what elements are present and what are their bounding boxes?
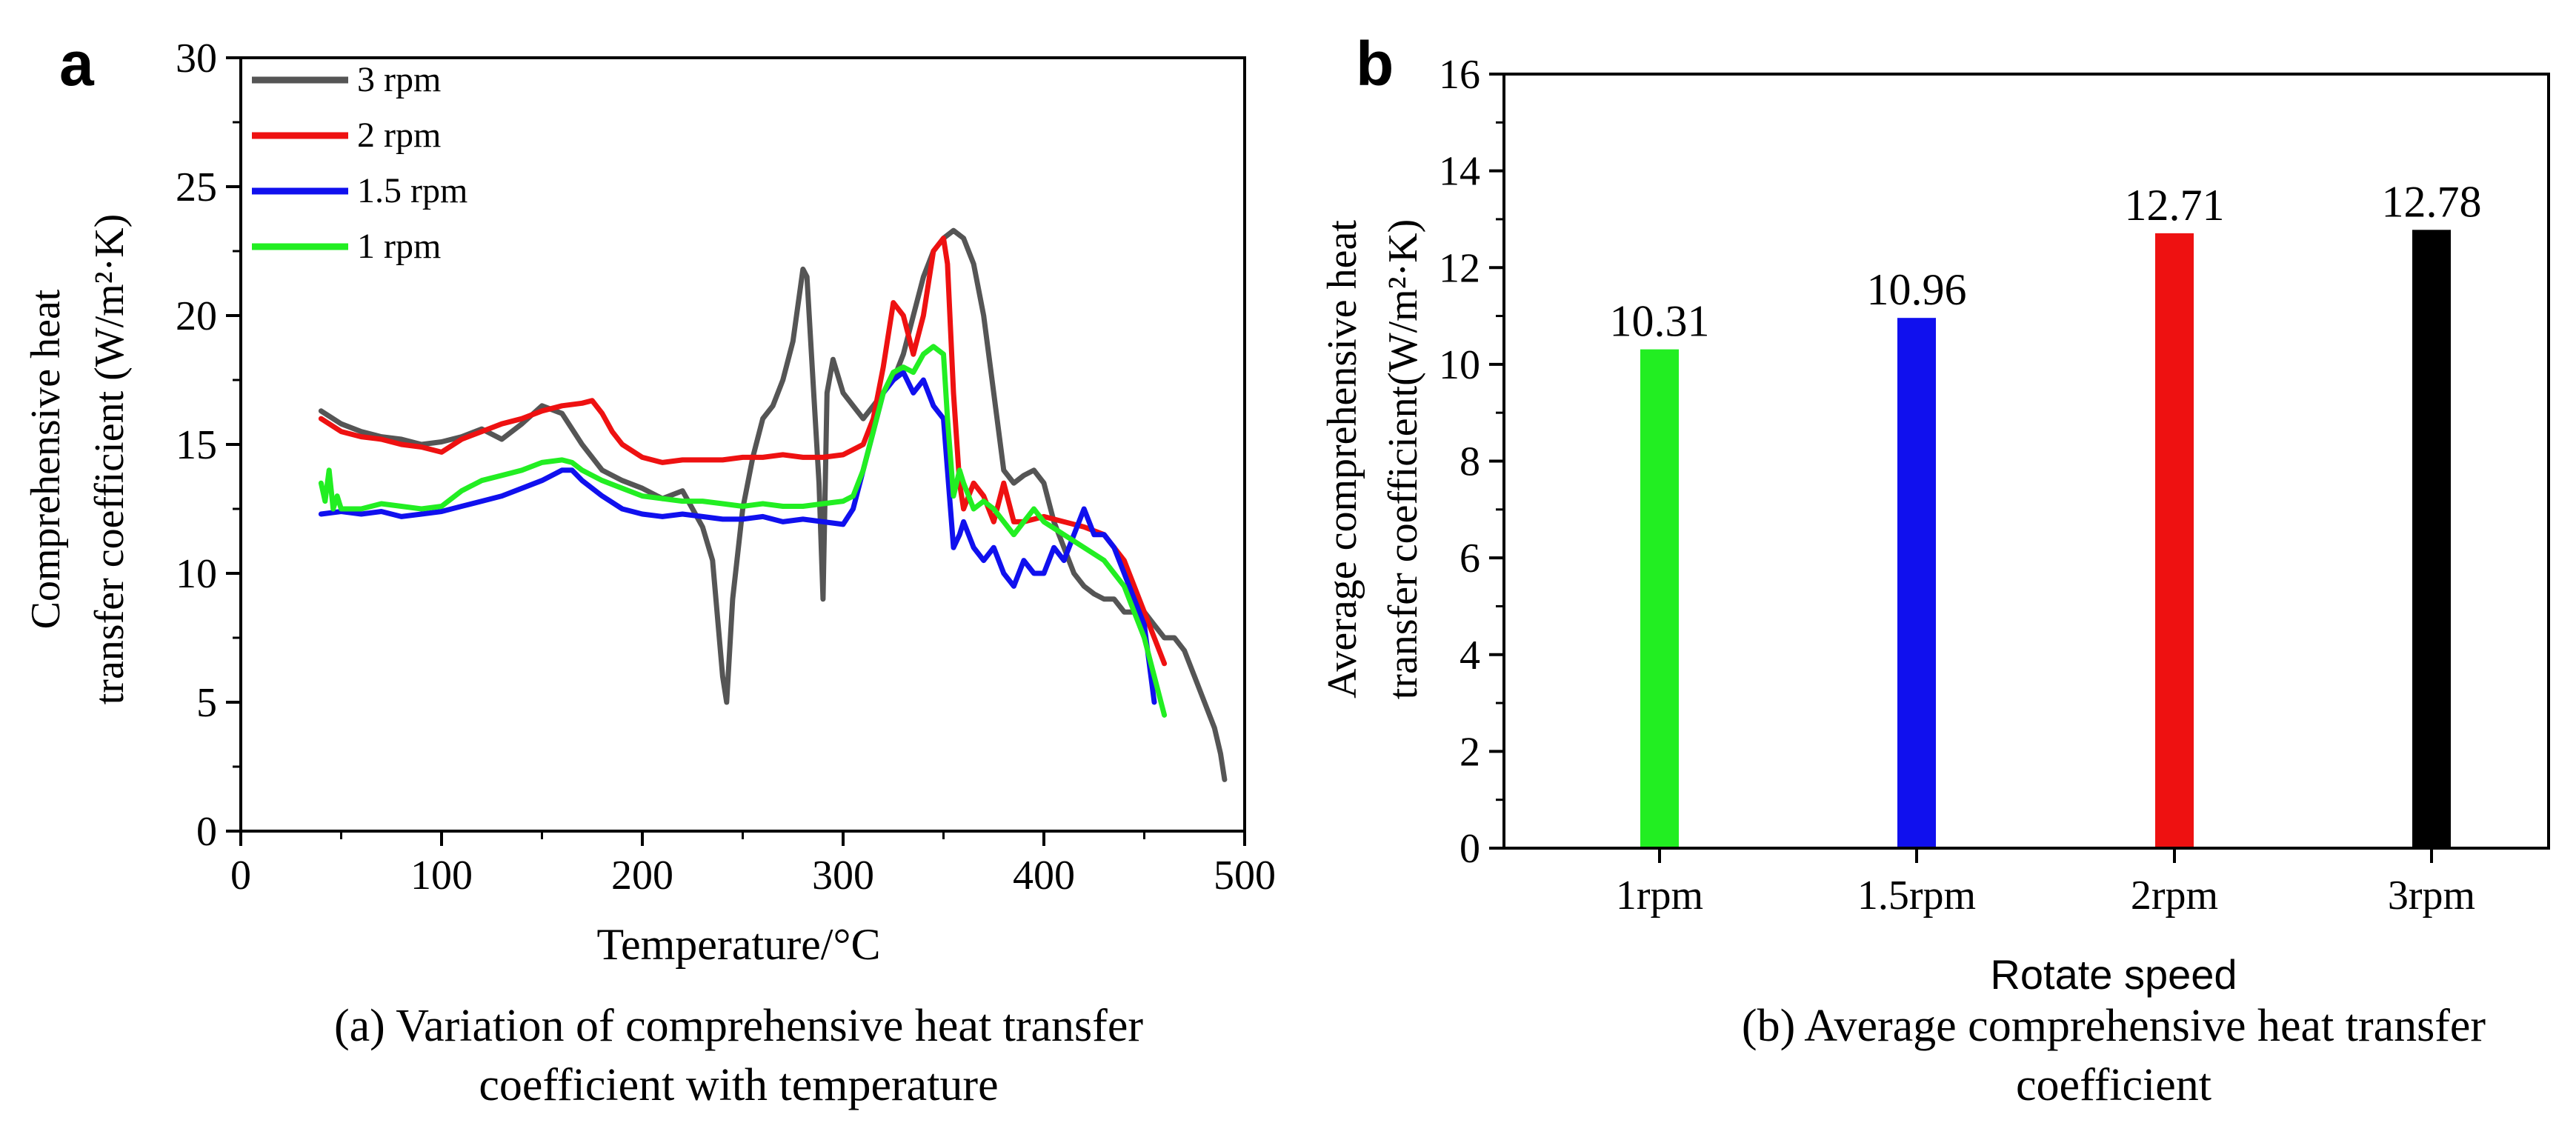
panel-b-axes: 0 2 4 6 8 10 12 14 16 1rpm 1.5rpm 2rpm 3rpm: [1439, 52, 2550, 919]
y-tick-label: 14: [1439, 149, 1480, 195]
y-tick-label: 0: [196, 809, 217, 855]
bar-value-label: 10.31: [1610, 297, 1710, 346]
x-tick-label: 500: [1214, 853, 1276, 899]
y-tick-label: 12: [1439, 245, 1480, 291]
y-tick-label: 10: [176, 551, 217, 597]
panel-b-y-axis-label-line1: Average comprehensive heat: [1319, 220, 1365, 699]
bar-value-label: 12.78: [2382, 177, 2482, 226]
panel-a-y-axis-label-line1: Comprehensive heat: [23, 289, 69, 629]
legend-label: 1.5 rpm: [357, 171, 467, 210]
bar-value-label: 10.96: [1867, 265, 1967, 314]
panel-b-caption-line2: coefficient: [2016, 1060, 2211, 1110]
panel-a-series-lines: [318, 227, 1228, 782]
y-tick-label: 15: [176, 422, 217, 468]
panel-a-chart: a 0 100 200 300 400 500 0 5 10 15 20 25 30 3 rpm 2 rp…: [23, 29, 1276, 1110]
x-tick-label: 1.5rpm: [1857, 873, 1976, 919]
panel-b-y-axis-label-line2: transfer coefficient(W/m²·K): [1380, 219, 1426, 700]
x-tick-label: 3rpm: [2388, 873, 2475, 919]
panel-b-caption-line1: (b) Average comprehensive heat transfer: [1742, 1001, 2486, 1051]
y-tick-label: 2: [1460, 729, 1480, 775]
y-tick-label: 5: [196, 680, 217, 726]
y-tick-label: 8: [1460, 439, 1480, 485]
y-tick-label: 20: [176, 293, 217, 339]
panel-b-chart: b 10.31 10.96 12.71 12.78 0 2 4 6 8 10 12 14 16 1rpm…: [1319, 29, 2550, 1110]
panel-a-label: a: [59, 29, 95, 99]
legend-label: 2 rpm: [357, 116, 441, 155]
panel-a-caption-line1: (a) Variation of comprehensive heat tran…: [334, 1001, 1143, 1051]
panel-b-x-axis-label: Rotate speed: [1990, 951, 2237, 998]
legend-label: 1 rpm: [357, 227, 441, 266]
panel-b-label: b: [1356, 29, 1394, 99]
panel-a-x-axis-label: Temperature/°C: [597, 920, 881, 969]
y-tick-label: 6: [1460, 536, 1480, 581]
bar-1rpm: [1640, 349, 1679, 848]
y-tick-label: 30: [176, 36, 217, 81]
bar-value-label: 12.71: [2125, 181, 2225, 230]
panel-a-caption-line2: coefficient with temperature: [479, 1060, 998, 1110]
x-tick-label: 1rpm: [1616, 873, 1703, 919]
bar-1.5rpm: [1897, 318, 1936, 848]
y-tick-label: 0: [1460, 826, 1480, 872]
y-tick-label: 16: [1439, 52, 1480, 98]
panel-a-axes: 0 100 200 300 400 500 0 5 10 15 20 25 30: [176, 36, 1276, 899]
series-line-2-rpm: [318, 236, 1168, 667]
y-tick-label: 10: [1439, 342, 1480, 388]
x-tick-label: 300: [812, 853, 874, 899]
series-line-1-rpm: [318, 344, 1168, 718]
x-tick-label: 400: [1013, 853, 1075, 899]
x-tick-label: 200: [611, 853, 673, 899]
y-tick-label: 25: [176, 164, 217, 210]
x-tick-label: 2rpm: [2131, 873, 2218, 919]
y-tick-label: 4: [1460, 633, 1480, 679]
legend-label: 3 rpm: [357, 60, 441, 99]
series-line-3-rpm: [318, 227, 1228, 782]
panel-a-legend: 3 rpm 2 rpm 1.5 rpm 1 rpm: [252, 60, 467, 266]
panel-b-bars: 10.31 10.96 12.71 12.78: [1610, 177, 2482, 848]
panel-a-y-axis-label-line2: transfer coefficient (W/m²·K): [87, 214, 133, 705]
bar-2rpm: [2155, 233, 2194, 848]
bar-3rpm: [2412, 230, 2451, 848]
x-tick-label: 100: [410, 853, 473, 899]
x-tick-label: 0: [230, 853, 251, 899]
